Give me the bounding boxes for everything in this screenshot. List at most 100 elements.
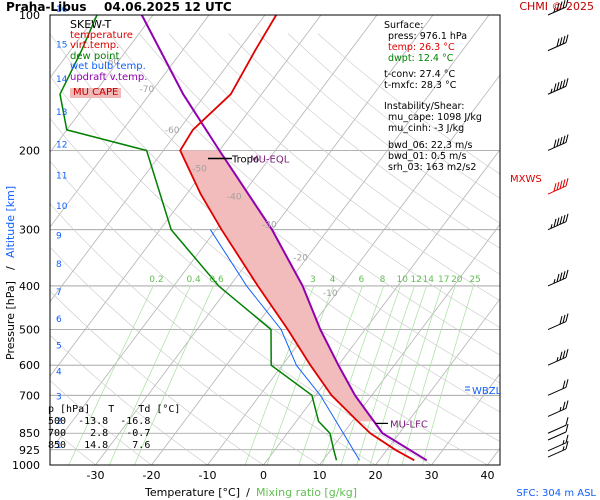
legend-item: temperature [70,29,133,41]
tropo-label: Tropo [231,154,259,165]
wind-barb [547,379,569,396]
surface-tconv: t-conv: 27.4 °C [384,69,456,80]
mixing-ratio-label: 0.2 [149,275,163,285]
dry-adiabat [50,246,321,465]
dry-adiabat [198,33,500,275]
wind-barb [547,417,569,434]
dry-adiabat [50,380,153,465]
mixing-ratio-line [108,285,191,465]
temp-tick-label: -10 [199,469,217,482]
altitude-tick-label: 8 [56,260,62,270]
pressure-tick-label: 200 [19,144,40,157]
isotherm-line [207,74,500,465]
temp-tick-label: 20 [369,469,383,482]
dry-adiabat [50,75,500,442]
mixing-ratio-line [369,285,427,465]
isotherm-label: -50 [192,164,207,174]
bwd06-value: bwd_06: 22.3 m/s [388,140,473,151]
temp-tick-label: -20 [143,469,161,482]
mu-cape-legend: MU CAPE [70,87,122,99]
wind-barb [547,213,569,231]
mixing-ratio-line [68,285,154,465]
pressure-tick-label: 850 [19,427,40,440]
mixing-ratio-label: 17 [438,275,449,285]
altitude-tick-label: 7 [56,288,62,298]
legend-title: SKEW-T [70,18,112,31]
x-axis-separator: / [246,486,250,499]
dry-adiabat [50,426,97,465]
isotherm-line [430,372,500,465]
mu-cape-area [180,150,374,422]
level-table: p [hPa] T Td [°C] 500 -13.8 -16.8 700 2.… [48,404,180,452]
mixing-ratio-line [356,285,415,465]
temp-tick-label: -30 [87,469,105,482]
level-table-row: 700 2.8 -0.7 [48,428,151,439]
y-axis-label-2: Altitude [km] [4,186,17,258]
isotherm-line [486,447,500,465]
mixing-ratio-label: 0.6 [209,275,224,285]
wind-barb [547,349,569,366]
wind-barb [547,78,569,95]
mu-cape-value: mu_cape: 1098 J/kg [388,112,482,123]
level-table-row: 500 -13.8 -16.8 [48,416,151,427]
plot-frame [49,14,501,466]
dry-adiabat [50,33,500,413]
mixing-ratio-line [422,285,474,465]
instability-title: Instability/Shear: [384,101,465,112]
x-axis-label: Temperature [°C] [144,486,240,499]
mixing-ratio-line [386,285,443,465]
pressure-tick-label: 300 [19,224,40,237]
legend: SKEW-T temperature virt.temp. dew point wet… [70,18,147,99]
isotherm-line [262,149,500,465]
isotherm-line [536,5,600,475]
wind-barb [547,434,569,452]
y-axis-label: Pressure [hPa] [4,281,17,360]
dry-adiabat [50,203,377,465]
wind-barb [547,0,569,16]
isotherm-line [50,15,322,378]
wind-barb [547,34,569,52]
pressure-tick-label: 1000 [12,459,40,472]
wind-barb [547,400,569,417]
isotherm-line [50,15,210,228]
mixing-ratio-label: 8 [380,275,386,285]
altitude-tick-label: 6 [56,315,62,325]
isotherm-label: -40 [227,193,242,203]
mu-lfc-label: MU-LFC [390,419,428,430]
srh03-value: srh_03: 163 m2/s2 [388,162,477,173]
surface-panel: Surface: press: 976.1 hPa temp: 26.3 °C … [384,20,482,173]
level-table-row: 850 14.8 7.6 [48,440,151,451]
updraft-line [140,15,428,462]
isotherm-label: -80 [105,57,120,67]
dry-adiabat [228,33,500,249]
isotherm-label: -10 [323,289,338,299]
altitude-tick-label: 3 [56,393,62,403]
station-name: Praha-Libus [6,0,87,14]
isotherm-line [151,15,490,465]
mxws-label: MXWS [510,174,542,185]
level-table-header: p [hPa] T Td [°C] [48,404,181,415]
isotherm-label: -20 [293,254,308,264]
surface-dwpt: dwpt: 12.4 °C [388,53,454,64]
isotherm-label: -30 [262,221,277,231]
y-axis-separator: / [4,266,17,270]
isotherm-line [374,298,500,465]
sounding-datetime: 04.06.2025 12 UTC [104,0,232,14]
temp-tick-label: 40 [481,469,495,482]
bwd01-value: bwd_01: 0.5 m/s [388,151,467,162]
wind-barb [547,440,569,458]
mixing-ratio-label: 12 [411,275,422,285]
mu-cinh-value: mu_cinh: -3 J/kg [388,123,465,134]
x-axis-label-2: Mixing ratio [g/kg] [256,486,357,499]
mixing-ratio-label: 6 [359,275,365,285]
legend-item: wet bulb temp. [70,61,146,73]
pressure-tick-label: 500 [19,324,40,337]
temperature-line [179,15,415,462]
wind-barb [547,423,569,441]
dry-adiabat [50,334,209,465]
dry-adiabat [168,33,500,301]
pressure-tick-label: 925 [19,444,40,457]
copyright: CHMI © 2025 [519,0,594,13]
temp-tick-label: 10 [313,469,327,482]
wind-barb [547,177,569,195]
